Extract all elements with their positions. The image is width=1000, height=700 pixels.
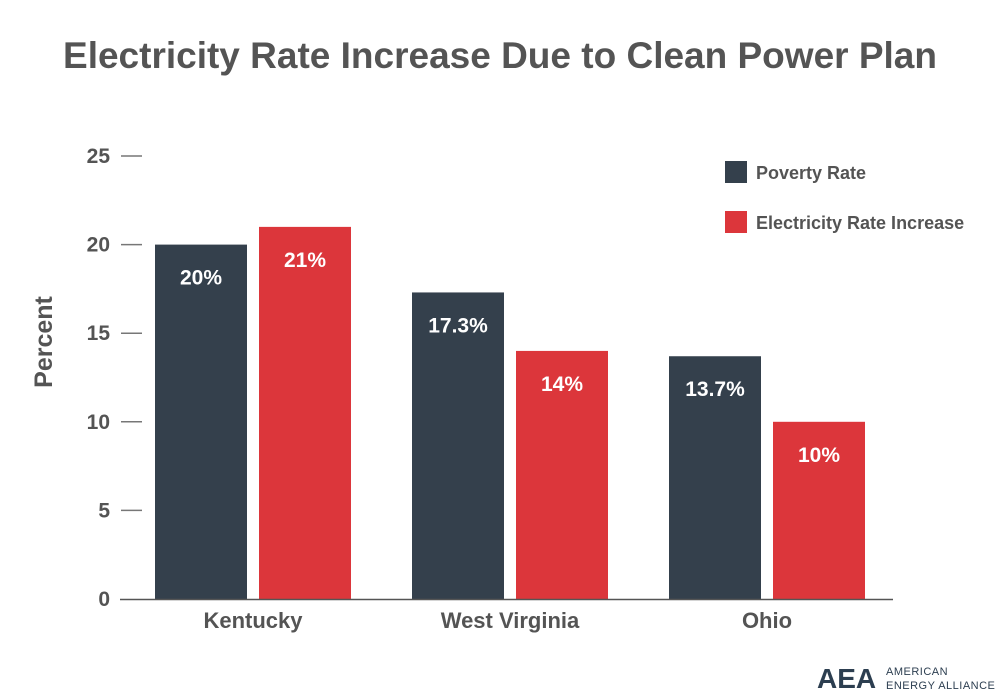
bars [155,226,865,599]
legend-label: Electricity Rate Increase [756,213,964,233]
y-tick-label: 5 [98,499,110,522]
x-tick-label: Kentucky [203,608,303,633]
y-tick-label: 0 [98,588,110,611]
legend: Poverty Rate Electricity Rate Increase [725,161,964,233]
x-tick-label: Ohio [742,608,792,633]
data-labels: 20% 21% 17.3% 14% 13.7% 10% [180,249,840,467]
y-axis: 0 5 10 15 20 25 [87,145,142,611]
legend-swatch [725,211,747,233]
y-tick-label: 25 [87,145,111,168]
data-label: 10% [798,444,840,467]
data-label: 21% [284,249,326,272]
legend-label: Poverty Rate [756,163,866,183]
logo-line2: ENERGY ALLIANCE [886,680,995,692]
y-axis-label: Percent [30,295,58,387]
logo-abbr: AEA [817,663,876,694]
bar [259,226,351,599]
data-label: 14% [541,373,583,396]
data-label: 13.7% [685,378,745,401]
bar [516,350,608,599]
data-label: 20% [180,267,222,290]
y-tick-label: 15 [87,322,111,345]
bar [669,356,761,599]
logo: AEA AMERICAN ENERGY ALLIANCE [817,663,995,694]
x-tick-label: West Virginia [441,608,580,633]
legend-swatch [725,161,747,183]
bar [155,244,247,599]
y-tick-label: 10 [87,411,110,434]
x-axis: Kentucky West Virginia Ohio [120,598,893,633]
bar [773,421,865,599]
y-tick-label: 20 [87,234,110,257]
chart-title: Electricity Rate Increase Due to Clean P… [63,35,937,76]
data-label: 17.3% [428,314,488,337]
logo-line1: AMERICAN [886,666,948,678]
bar [412,292,504,599]
